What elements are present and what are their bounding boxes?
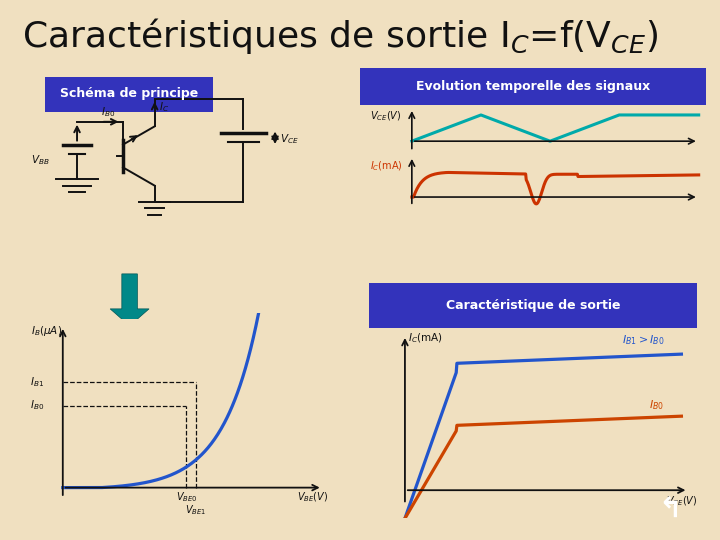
Text: $V_{BE}(V)$: $V_{BE}(V)$ [297,491,329,504]
Text: $V_{BE0}$: $V_{BE0}$ [176,490,197,504]
Text: $V_{BE1}$: $V_{BE1}$ [185,503,207,517]
Text: $V_{CE}(V)$: $V_{CE}(V)$ [666,495,697,508]
Text: Evolution temporelle des signaux: Evolution temporelle des signaux [415,79,650,92]
Text: $V_{CE}$: $V_{CE}$ [280,132,299,146]
FancyBboxPatch shape [45,77,213,112]
Text: $I_C$: $I_C$ [159,100,169,114]
Text: $I_{B1}$: $I_{B1}$ [30,375,45,389]
Text: $V_{CE}(V)$: $V_{CE}(V)$ [370,110,402,123]
Text: ↰: ↰ [658,496,681,524]
Text: $V_{BB}$: $V_{BB}$ [31,154,50,167]
FancyBboxPatch shape [369,283,697,328]
Text: $I_B(\mu A)$: $I_B(\mu A)$ [32,323,63,338]
Text: $I_C$(mA): $I_C$(mA) [408,331,444,345]
Text: Schéma de principe: Schéma de principe [60,87,199,100]
FancyBboxPatch shape [359,68,707,105]
Text: $I_{B0}$: $I_{B0}$ [101,105,115,119]
Text: $I_C$(mA): $I_C$(mA) [370,160,403,173]
Text: $I_{B1}>I_{B0}$: $I_{B1}>I_{B0}$ [621,334,664,347]
Text: $I_{B0}$: $I_{B0}$ [30,399,45,413]
Text: $I_{B0}$: $I_{B0}$ [649,399,664,412]
FancyArrow shape [110,274,149,326]
Text: Caractéristiques de sortie I$_C$=f(V$_{CE}$): Caractéristiques de sortie I$_C$=f(V$_{C… [22,16,658,56]
Text: Caractéristique de sortie: Caractéristique de sortie [446,299,620,312]
